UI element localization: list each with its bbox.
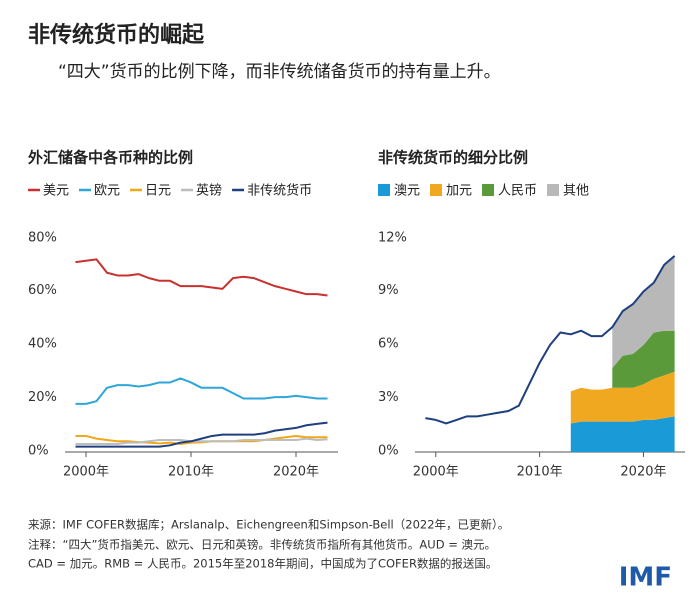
line [75, 434, 328, 445]
y-tick-label: 20% [28, 390, 57, 405]
y-tick-label: 0% [378, 444, 399, 459]
y-tick-label: 60% [28, 283, 57, 298]
legend-swatch [482, 184, 495, 196]
area [612, 255, 675, 369]
legend-label: 非传统货币 [247, 183, 312, 199]
area [612, 330, 675, 388]
legend-swatch [378, 184, 390, 196]
y-tick-label: 40% [28, 337, 57, 352]
legend-label: 加元 [446, 184, 472, 199]
y-tick-label: 80% [28, 231, 57, 246]
source-note: 来源：IMF COFER数据库；Arslanalp、Eichengreen和Si… [28, 518, 509, 532]
legend-label: 日元 [145, 184, 171, 199]
area [570, 371, 675, 424]
chart-title: 非传统货币的细分比例 [378, 149, 528, 167]
y-tick-label: 12% [378, 231, 407, 246]
y-tick-label: 3% [378, 390, 399, 405]
x-tick-label: 2010年 [517, 465, 563, 480]
y-tick-label: 0% [28, 444, 49, 459]
x-tick-label: 2020年 [620, 465, 666, 480]
legend-label: 澳元 [394, 183, 420, 199]
legend-swatch [547, 184, 560, 196]
x-tick-label: 2020年 [273, 465, 319, 480]
logo: IMF [619, 563, 672, 593]
note: 注释：“四大”货币指美元、欧元、日元和英镑。非传统货币指所有其他货币。AUD =… [28, 538, 496, 552]
x-tick-label: 2010年 [168, 465, 214, 480]
page-title: 非传统货币的崛起 [28, 22, 205, 48]
line [75, 377, 328, 405]
x-tick-label: 2000年 [63, 465, 109, 480]
line [425, 255, 676, 425]
line [75, 258, 328, 297]
x-tick-label: 2000年 [413, 465, 459, 480]
y-tick-label: 6% [378, 337, 399, 352]
chart-title: 外汇储备中各币种的比例 [27, 149, 193, 167]
note: CAD = 加元。RMB = 人民币。2015年至2018年期间，中国成为了CO… [28, 557, 497, 571]
legend-label: 美元 [43, 184, 69, 199]
line [75, 421, 328, 448]
y-tick-label: 9% [378, 283, 399, 298]
legend-label: 英镑 [196, 183, 222, 199]
area [570, 416, 675, 452]
legend-label: 其他 [563, 184, 589, 199]
page-subtitle: “四大”货币的比例下降，而非传统储备货币的持有量上升。 [58, 62, 501, 82]
line [75, 437, 328, 445]
legend-label: 欧元 [94, 184, 120, 199]
legend-swatch [430, 184, 443, 196]
legend-label: 人民币 [498, 184, 537, 199]
